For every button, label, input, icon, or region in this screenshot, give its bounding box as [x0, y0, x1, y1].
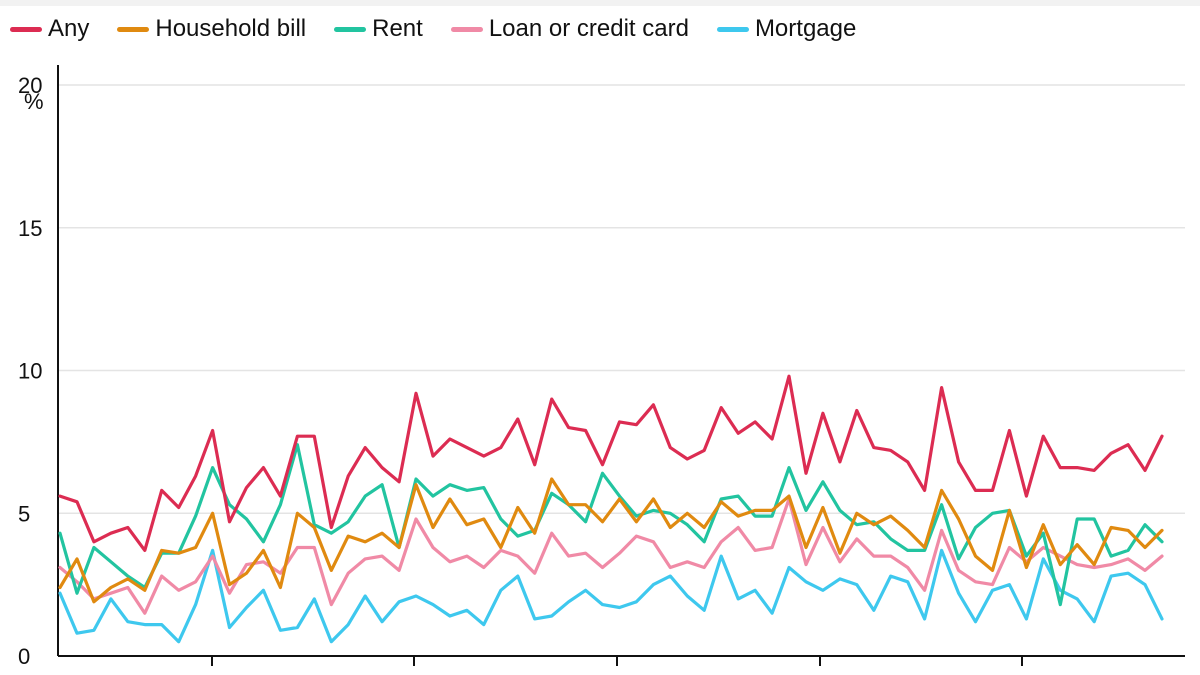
- legend-item-rent: Rent: [334, 15, 423, 43]
- y-tick-label-15: 15: [18, 216, 42, 241]
- axes: [57, 65, 1185, 666]
- legend-label-mortgage: Mortgage: [754, 15, 857, 42]
- tick-labels: 0 5 10 15 20%: [18, 73, 44, 669]
- legend-label-loan-or-credit-card: Loan or credit card: [488, 15, 689, 42]
- series-line-rent: [58, 443, 1164, 607]
- legend: Any Household bill Rent Loan or credit c…: [10, 12, 884, 46]
- legend-item-household-bill: Household bill: [117, 15, 306, 43]
- legend-swatch-household-bill: [117, 26, 150, 32]
- series-line-household-bill: [58, 477, 1164, 604]
- series-line-mortgage: [58, 548, 1164, 644]
- series-line-loan-or-credit-card: [58, 497, 1164, 615]
- y-tick-label-20: 20: [18, 73, 42, 98]
- y-tick-label-10: 10: [18, 359, 42, 384]
- legend-label-rent: Rent: [372, 15, 423, 42]
- y-tick-label-0: 0: [18, 644, 30, 669]
- grid: [58, 84, 1185, 514]
- legend-label-household-bill: Household bill: [155, 15, 307, 42]
- y-tick-label-5: 5: [18, 501, 30, 526]
- legend-item-loan-or-credit-card: Loan or credit card: [450, 15, 689, 43]
- series-line-any: [58, 374, 1164, 553]
- legend-item-mortgage: Mortgage: [716, 15, 857, 43]
- legend-item-any: Any: [10, 15, 89, 43]
- series-lines: [58, 374, 1164, 644]
- legend-swatch-mortgage: [716, 26, 749, 32]
- legend-label-any: Any: [48, 15, 90, 42]
- top-strip: [0, 0, 1200, 6]
- y-unit-label: %: [24, 89, 44, 114]
- legend-swatch-loan-or-credit-card: [450, 26, 483, 32]
- legend-swatch-any: [10, 26, 42, 32]
- legend-swatch-rent: [334, 26, 367, 32]
